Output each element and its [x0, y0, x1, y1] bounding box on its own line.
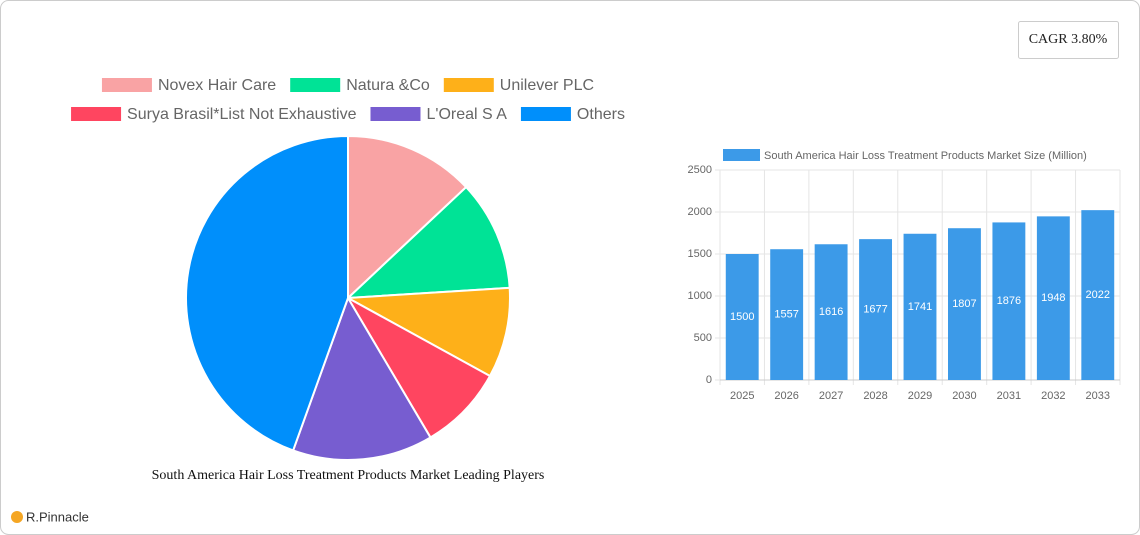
bar-value-label: 1557 — [774, 309, 798, 321]
bar — [814, 244, 848, 380]
bar — [725, 254, 759, 380]
legend-label: Novex Hair Care — [158, 77, 276, 94]
bar — [1081, 210, 1115, 380]
bar-value-label: 1741 — [908, 301, 932, 313]
bar — [948, 228, 981, 380]
legend-swatch — [723, 149, 760, 161]
legend-label: Natura &Co — [346, 77, 430, 94]
bar-value-label: 1948 — [1041, 292, 1065, 304]
bar — [1036, 216, 1070, 380]
x-tick-label: 2030 — [952, 390, 976, 402]
legend-label: Unilever PLC — [500, 77, 594, 94]
bar-value-label: 1807 — [952, 298, 976, 310]
pie-slice — [185, 134, 349, 452]
pie-slice — [291, 295, 432, 461]
x-tick-label: 2032 — [1041, 390, 1065, 402]
x-tick-label: 2033 — [1086, 390, 1110, 402]
y-tick-label: 1500 — [688, 248, 712, 260]
legend-swatch — [520, 107, 571, 121]
x-tick-label: 2028 — [863, 390, 887, 402]
bar-value-label: 1500 — [730, 311, 754, 323]
y-tick-label: 2000 — [688, 206, 712, 218]
bar — [859, 239, 892, 380]
x-tick-label: 2027 — [819, 390, 843, 402]
legend-swatch — [101, 78, 152, 92]
legend-swatch — [443, 78, 494, 92]
bar — [770, 249, 804, 380]
bar — [903, 233, 937, 380]
cagr: CAGR 3.80% — [1029, 32, 1108, 47]
legend-label: Others — [577, 106, 625, 123]
bar-value-label: 2022 — [1086, 289, 1110, 301]
pie-slice — [345, 295, 492, 439]
bar — [992, 222, 1026, 380]
pie-slice — [347, 134, 468, 301]
cagr-box — [1018, 21, 1119, 59]
pie-slice — [344, 286, 511, 378]
x-tick-label: 2029 — [908, 390, 932, 402]
pie-title: South America Hair Loss Treatment Produc… — [152, 468, 545, 483]
brand: R.Pinnacle — [26, 509, 89, 524]
legend-label: L'Oreal S A — [426, 106, 507, 123]
pie-slice — [345, 185, 511, 300]
bar-value-label: 1677 — [863, 303, 887, 315]
bar-value-label: 1876 — [997, 295, 1021, 307]
bar-value-label: 1616 — [819, 306, 843, 318]
x-tick-label: 2026 — [774, 390, 798, 402]
legend-swatch — [370, 107, 421, 121]
legend-swatch — [290, 78, 341, 92]
legend-swatch — [71, 107, 122, 121]
legend-label: South America Hair Loss Treatment Produc… — [764, 150, 1087, 162]
x-tick-label: 2025 — [730, 390, 754, 402]
brand-icon — [11, 511, 23, 523]
y-tick-label: 1000 — [688, 290, 712, 302]
y-tick-label: 0 — [706, 374, 712, 386]
y-tick-label: 2500 — [688, 164, 712, 176]
y-tick-label: 500 — [694, 332, 712, 344]
legend-label: Surya Brasil*List Not Exhaustive — [127, 106, 357, 123]
x-tick-label: 2031 — [997, 390, 1021, 402]
